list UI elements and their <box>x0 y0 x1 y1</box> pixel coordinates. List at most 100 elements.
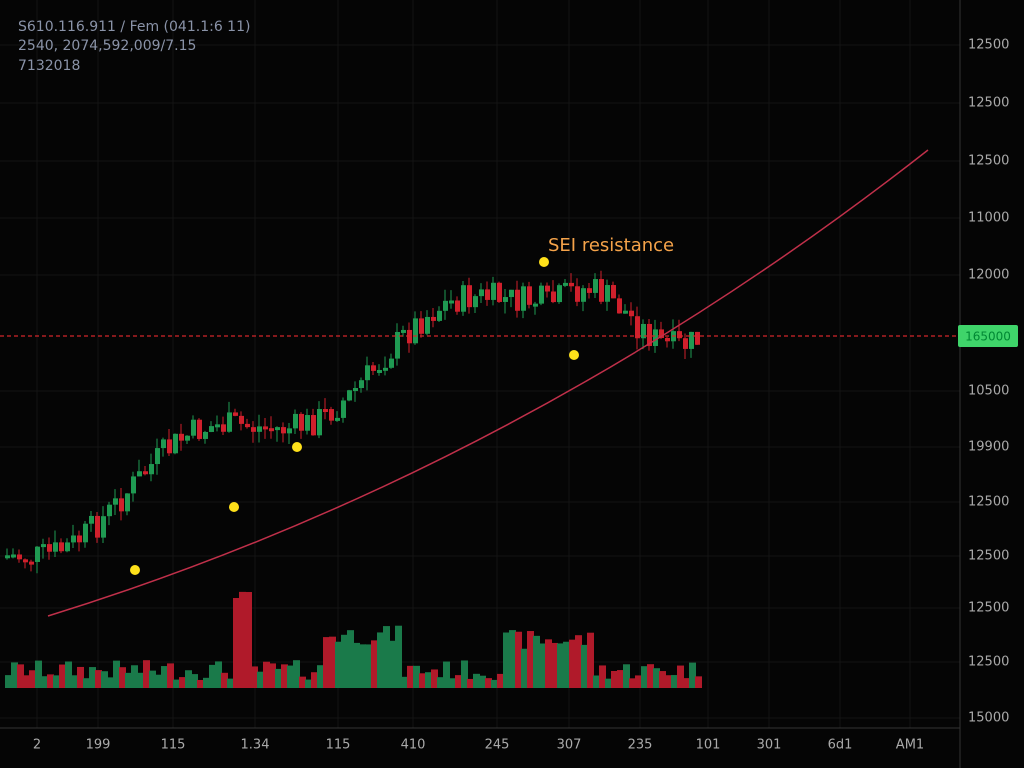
candle <box>119 498 124 512</box>
candle <box>557 285 562 303</box>
volume-bar <box>239 591 246 688</box>
volume-bar <box>149 670 156 688</box>
candle <box>503 297 508 302</box>
candle <box>341 400 346 418</box>
volume-bar <box>263 661 270 688</box>
volume-bar <box>287 665 294 688</box>
candle <box>131 476 136 494</box>
candle <box>179 433 184 441</box>
price-label: 12500 <box>968 495 1009 510</box>
volume-bar <box>245 592 252 688</box>
candle <box>569 282 574 287</box>
candle <box>257 426 262 432</box>
candle <box>233 412 238 416</box>
candle <box>293 413 298 429</box>
price-label: 12500 <box>968 38 1009 53</box>
volume-bar <box>155 674 162 688</box>
volume-bar <box>563 641 570 688</box>
candle <box>539 285 544 304</box>
volume-bar <box>545 639 552 688</box>
candle <box>173 433 178 454</box>
dot <box>229 502 239 512</box>
annotation: SEI resistance <box>548 235 674 256</box>
candle <box>125 493 130 512</box>
candle <box>299 413 304 431</box>
volume-bar <box>695 676 702 688</box>
candle <box>515 289 520 311</box>
volume-bar <box>95 670 102 688</box>
volume-bar <box>527 631 534 688</box>
volume-bar <box>119 667 126 688</box>
candle <box>77 535 82 543</box>
volume-bar <box>569 639 576 688</box>
candle <box>455 300 460 312</box>
volume-bar <box>71 675 78 688</box>
time-label: 199 <box>86 738 111 753</box>
volume-bar <box>593 675 600 688</box>
price-label: 12500 <box>968 601 1009 616</box>
candle <box>221 424 226 432</box>
time-label: 235 <box>628 738 653 753</box>
time-label: AM1 <box>896 738 924 753</box>
volume-bar <box>551 642 558 688</box>
volume-bar <box>509 630 516 688</box>
volume-bar <box>47 674 54 688</box>
time-label: 1.34 <box>241 738 270 753</box>
volume-bar <box>53 675 60 688</box>
candle <box>353 388 358 392</box>
candle <box>197 419 202 439</box>
time-label: 115 <box>326 738 351 753</box>
candle <box>59 542 64 552</box>
volume-bar <box>11 662 18 688</box>
price-label: 12500 <box>968 549 1009 564</box>
candle <box>653 329 658 347</box>
candle <box>71 535 76 543</box>
volume-bar <box>617 670 624 688</box>
candle <box>491 282 496 300</box>
volume-bar <box>575 635 582 688</box>
candle <box>23 559 28 563</box>
candle <box>323 409 328 413</box>
signal-dots <box>130 257 579 575</box>
candle <box>545 285 550 292</box>
candle <box>161 439 166 449</box>
volume-bar <box>83 678 90 688</box>
candles <box>5 270 700 574</box>
volume-bar <box>425 672 432 688</box>
candle <box>11 554 16 558</box>
candle <box>137 471 142 477</box>
volume-bar <box>251 666 258 688</box>
volume-bar <box>677 665 684 688</box>
volume-bar <box>467 678 474 688</box>
candle <box>509 289 514 298</box>
volume-bar <box>293 660 300 688</box>
volume <box>5 591 702 688</box>
candle <box>65 542 70 552</box>
volume-bar <box>611 670 618 688</box>
candle <box>485 289 490 300</box>
volume-bar <box>539 643 546 688</box>
volume-bar <box>629 678 636 688</box>
volume-bar <box>329 636 336 688</box>
candle <box>113 498 118 505</box>
candle <box>305 415 310 431</box>
candle <box>149 464 154 475</box>
candle <box>263 426 268 430</box>
volume-bar <box>185 670 192 688</box>
candle <box>359 380 364 389</box>
price-tag-label: 165000 <box>965 330 1011 344</box>
candle <box>413 318 418 344</box>
candle <box>47 544 52 552</box>
time-label: 410 <box>401 738 426 753</box>
candle <box>641 323 646 339</box>
volume-bar <box>335 641 342 688</box>
price-label: 11000 <box>968 211 1009 226</box>
candle <box>689 331 694 349</box>
volume-bar <box>359 644 366 688</box>
volume-bar <box>221 672 228 688</box>
volume-bar <box>473 673 480 688</box>
candle <box>317 409 322 436</box>
volume-bar <box>167 663 174 688</box>
volume-bar <box>689 662 696 688</box>
